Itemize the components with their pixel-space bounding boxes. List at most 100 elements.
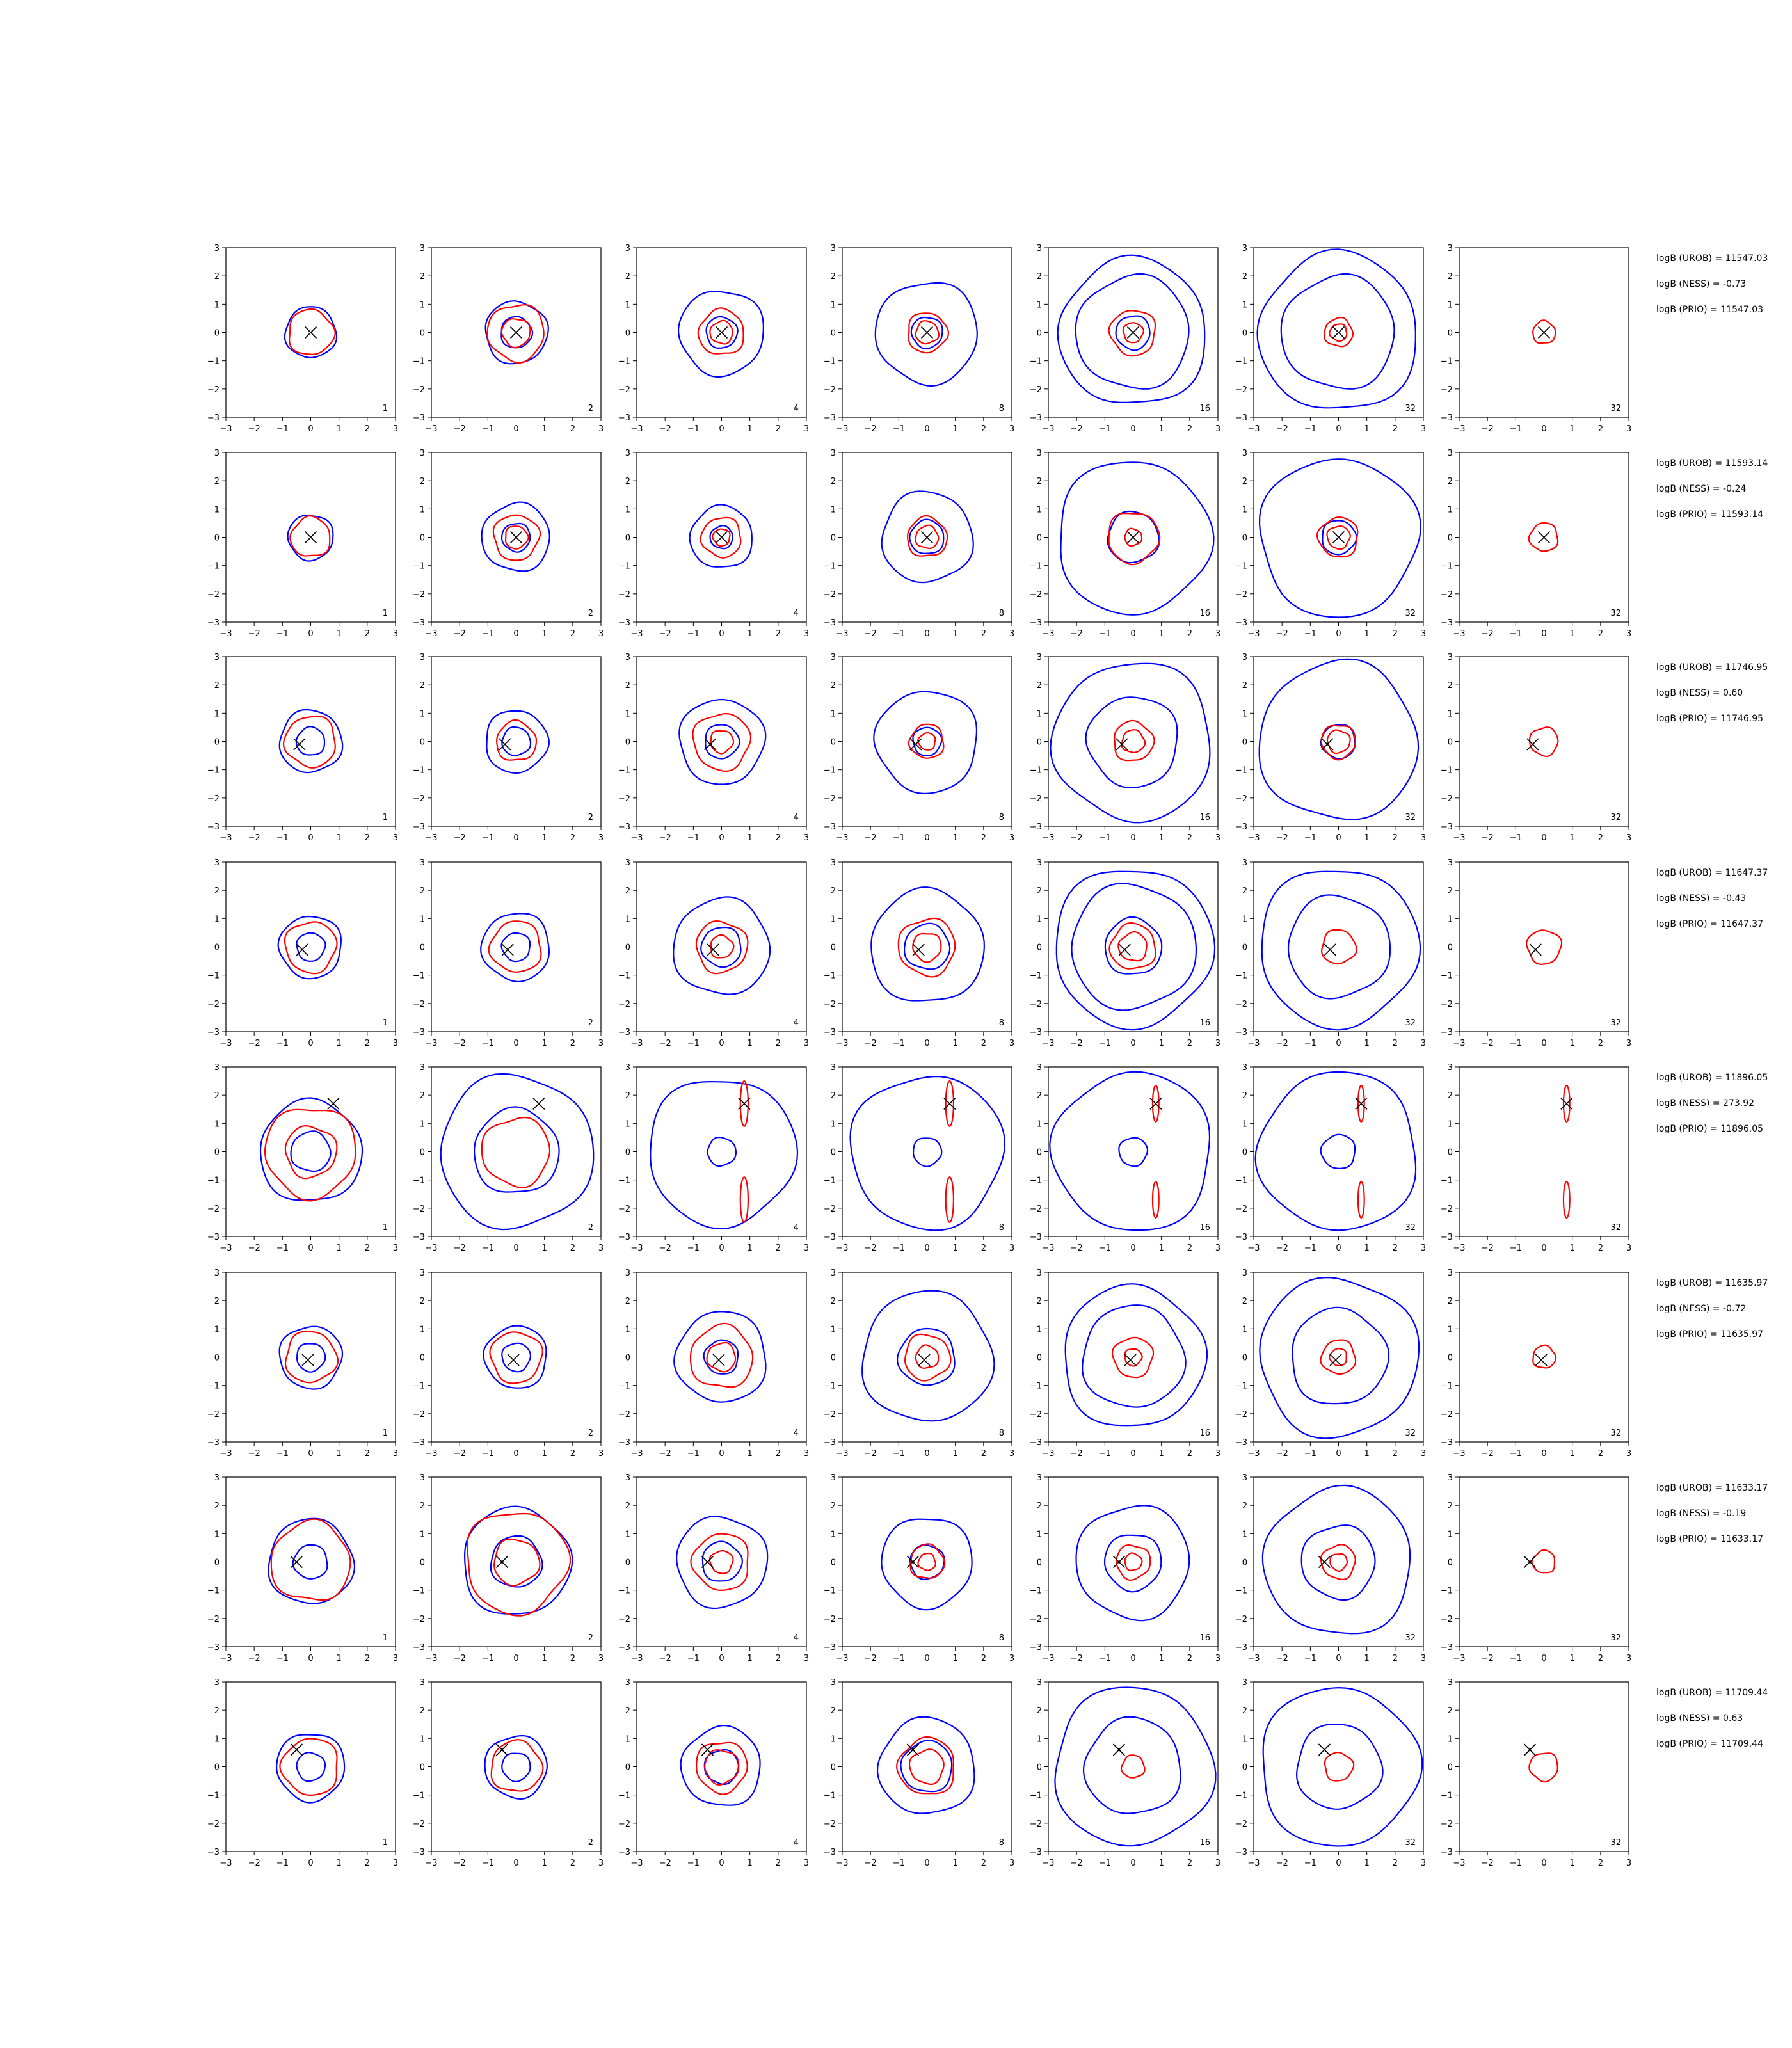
y-tick-label: 2: [831, 681, 836, 691]
x-tick-label: 2: [1393, 629, 1398, 639]
y-tick-label: 1: [1242, 505, 1247, 515]
y-tick-label: 0: [625, 329, 630, 339]
axes-frame: [1253, 1476, 1424, 1647]
x-tick-label: 3: [1421, 1654, 1426, 1663]
panel-tag: 16: [1199, 404, 1210, 413]
y-tick-label: −2: [618, 794, 630, 804]
y-tick-label: −1: [824, 357, 836, 367]
x-tick-label: 2: [1393, 833, 1398, 843]
x-tick-label: −2: [1276, 424, 1288, 434]
y-tick-label: 0: [214, 1148, 220, 1158]
y-tick-label: 2: [214, 272, 220, 282]
x-tick-label: 2: [1187, 1039, 1192, 1048]
x-tick-label: −3: [1042, 424, 1054, 434]
x-tick-label: 1: [1570, 1859, 1575, 1868]
red-contour: [700, 516, 742, 559]
logb-annotation: logB (UROB) = 11709.44: [1656, 1688, 1768, 1698]
x-tick-label: −1: [276, 1039, 289, 1048]
blue-contour: [1256, 248, 1416, 409]
x-tick-label: 1: [542, 833, 547, 843]
red-contour: [1528, 726, 1559, 758]
y-tick-label: 1: [1448, 1119, 1453, 1129]
x-tick-label: 3: [393, 1244, 398, 1253]
y-tick-label: 0: [1448, 1354, 1453, 1363]
blue-contour: [501, 1752, 531, 1783]
x-tick-label: −3: [220, 1449, 232, 1459]
y-tick-label: −2: [1235, 794, 1247, 804]
y-tick-label: 2: [1448, 272, 1453, 282]
blue-contour: [876, 1716, 975, 1814]
x-tick-label: −2: [1482, 1244, 1494, 1253]
red-contour: [500, 318, 531, 349]
x-tick-label: −2: [865, 1859, 877, 1868]
y-tick-label: 2: [625, 1297, 630, 1306]
logb-annotation: logB (PRIO) = 11635.97: [1656, 1329, 1763, 1340]
x-tick-label: −2: [1071, 1654, 1083, 1663]
x-tick-label: −1: [687, 1039, 700, 1048]
x-tick-label: −3: [1247, 1244, 1260, 1253]
x-tick-label: −2: [1071, 424, 1083, 434]
y-tick-label: −2: [413, 1820, 425, 1829]
x-tick-label: −3: [425, 1244, 437, 1253]
y-tick-label: −1: [207, 1382, 220, 1391]
x-tick-label: 2: [1187, 1244, 1192, 1253]
x-tick-label: 2: [1598, 1244, 1603, 1253]
red-contour: [709, 319, 733, 345]
truth-marker: [715, 326, 728, 339]
y-tick-label: 3: [420, 449, 425, 458]
blue-contour: [1262, 1686, 1423, 1847]
x-tick-label: 0: [308, 629, 313, 639]
x-tick-label: 0: [924, 629, 929, 639]
blue-contour: [701, 1540, 743, 1582]
x-tick-label: 1: [1570, 1039, 1575, 1048]
y-tick-label: 2: [420, 272, 425, 282]
x-tick-label: 3: [1215, 629, 1220, 639]
x-tick-label: 1: [748, 424, 753, 434]
y-tick-label: −1: [1441, 766, 1453, 776]
panel-tag: 32: [1610, 1838, 1621, 1848]
panel: −3 −2 −1 0 1 2 3 −3 −2 −1 0 1 2 3 1: [207, 1268, 398, 1459]
x-tick-label: 2: [981, 833, 986, 843]
blue-contour: [650, 1080, 799, 1230]
x-tick-label: 3: [1626, 1039, 1631, 1048]
y-tick-label: 2: [1037, 886, 1042, 896]
red-contour: [909, 1543, 946, 1579]
x-tick-label: −3: [1453, 1244, 1465, 1253]
panel: −3 −2 −1 0 1 2 3 −3 −2 −1 0 1 2 3 32: [1441, 653, 1631, 843]
x-tick-label: 0: [924, 1039, 929, 1048]
y-tick-label: −3: [618, 413, 630, 423]
y-tick-label: 1: [625, 1325, 630, 1334]
x-tick-label: −2: [1482, 424, 1494, 434]
panel: −3 −2 −1 0 1 2 3 −3 −2 −1 0 1 2 3 1: [207, 858, 398, 1048]
y-tick-label: −1: [1235, 1587, 1247, 1596]
blue-contour: [709, 525, 733, 550]
x-tick-label: 1: [953, 833, 958, 843]
red-contour: [689, 1322, 754, 1388]
y-tick-label: −1: [413, 766, 425, 776]
y-tick-label: 0: [1242, 738, 1247, 748]
y-tick-label: −2: [824, 590, 836, 600]
panel: −3 −2 −1 0 1 2 3 −3 −2 −1 0 1 2 3 16: [1030, 1473, 1220, 1663]
y-tick-label: −2: [618, 1615, 630, 1624]
axes-frame: [636, 1681, 807, 1852]
y-tick-label: −1: [413, 972, 425, 981]
blue-contour: [480, 913, 550, 982]
truth-marker: [296, 943, 308, 956]
y-tick-label: −2: [824, 1410, 836, 1420]
blue-contour: [1261, 1484, 1411, 1635]
x-tick-label: 3: [393, 1039, 398, 1048]
truth-marker: [701, 1743, 714, 1756]
blue-contour: [1295, 1723, 1384, 1810]
blue-contour: [278, 1325, 344, 1390]
contours: [849, 1075, 1006, 1231]
x-tick-label: 0: [1541, 1654, 1546, 1663]
x-tick-label: 3: [1215, 1859, 1220, 1868]
x-tick-label: 0: [719, 1244, 724, 1253]
y-tick-label: 1: [625, 709, 630, 719]
x-tick-label: 1: [748, 1654, 753, 1663]
y-tick-label: −1: [1441, 972, 1453, 981]
y-tick-label: −2: [1441, 1000, 1453, 1009]
y-tick-label: −3: [1441, 1643, 1453, 1652]
panel: −3 −2 −1 0 1 2 3 −3 −2 −1 0 1 2 3 16: [1030, 653, 1220, 843]
axes-frame: [1048, 1066, 1219, 1237]
